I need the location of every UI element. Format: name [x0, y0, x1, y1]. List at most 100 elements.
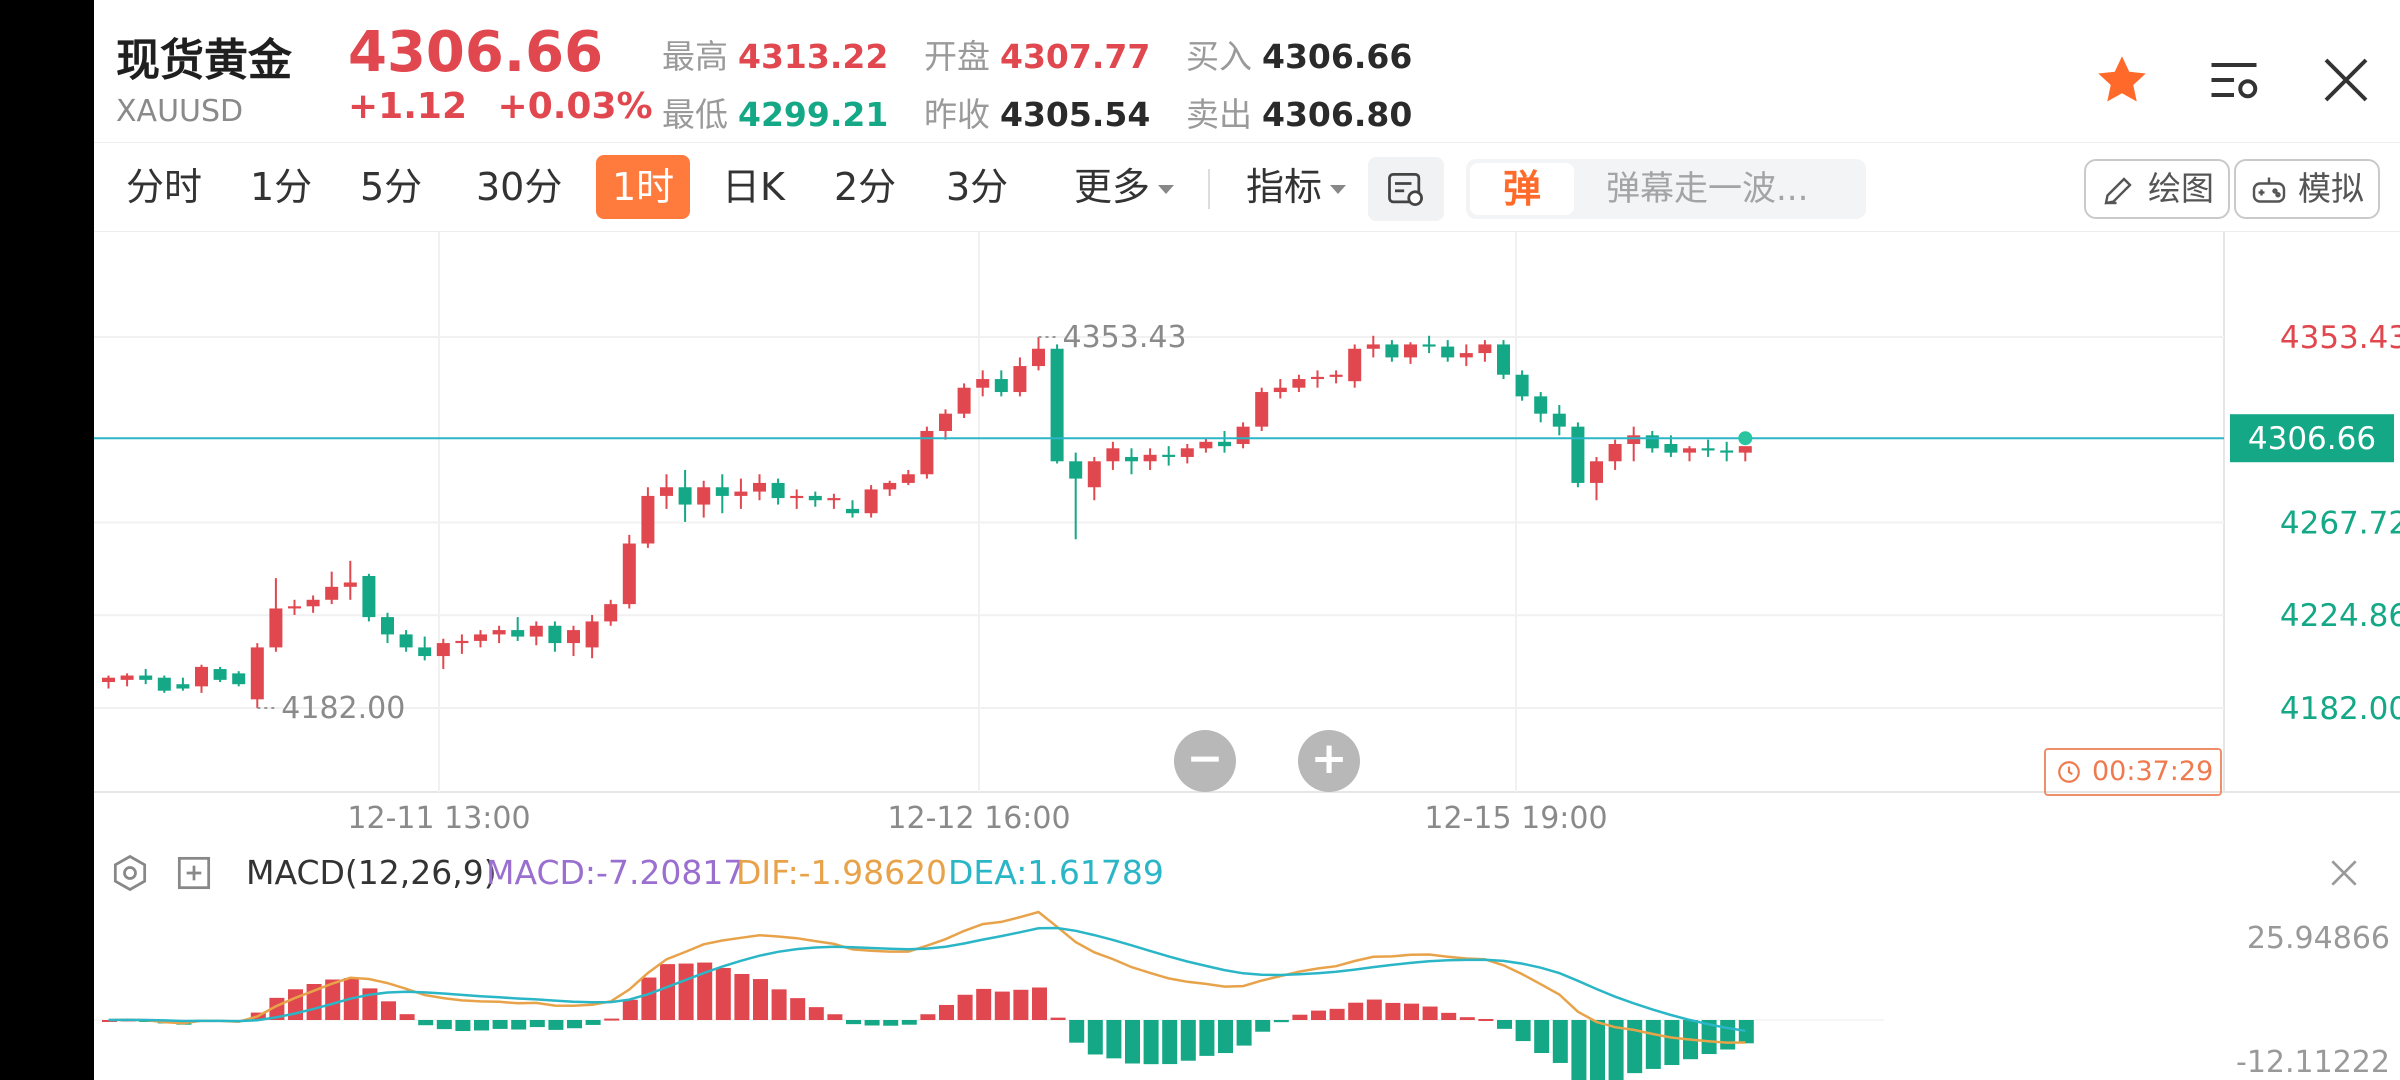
macd-histogram-bar: [1366, 999, 1382, 1020]
close-icon[interactable]: [2316, 50, 2376, 110]
macd-histogram-bar: [1125, 1020, 1140, 1064]
candle-body: [1069, 461, 1083, 479]
danmu-input[interactable]: 弹 弹幕走一波...: [1466, 159, 1866, 219]
macd-histogram-bar: [901, 1020, 917, 1025]
candle-body: [1162, 454, 1176, 457]
tab-more-label: 更多: [1074, 165, 1151, 209]
add-indicator-icon[interactable]: [172, 845, 216, 912]
macd-histogram-bar: [1497, 1020, 1512, 1029]
change-value: +1.12: [348, 86, 467, 127]
macd-histogram-bar: [1255, 1020, 1271, 1032]
macd-histogram-bar: [455, 1020, 471, 1032]
draw-button[interactable]: 绘图: [2084, 159, 2230, 219]
instrument-code: XAUUSD: [116, 94, 244, 129]
candle-body: [1571, 426, 1585, 483]
macd-histogram-bar: [1143, 1020, 1159, 1065]
macd-histogram-bar: [1236, 1020, 1252, 1046]
candle-body: [1720, 450, 1734, 453]
danmu-badge[interactable]: 弹: [1470, 163, 1574, 215]
price-chart[interactable]: 4353.43 4267.72 4224.86 4182.00 12-11 13:00 1…: [94, 232, 2400, 1080]
macd-histogram-bar: [957, 994, 973, 1020]
candle-body: [399, 634, 413, 648]
macd-histogram-bar: [734, 973, 750, 1020]
macd-value: MACD:-7.20817: [486, 853, 745, 892]
candle-body: [381, 617, 394, 635]
candle-body: [1534, 396, 1548, 414]
candle-body: [1478, 344, 1492, 354]
list-settings-icon[interactable]: [2204, 50, 2264, 110]
y-tick-label: 4182.00: [2280, 691, 2400, 727]
dif-value: DIF:-1.98620: [736, 853, 948, 892]
tab-1hour[interactable]: 1时: [596, 155, 691, 219]
macd-histogram-bar: [920, 1014, 936, 1020]
candle-body: [697, 487, 711, 505]
macd-histogram-bar: [790, 998, 806, 1020]
macd-histogram-bar: [1311, 1010, 1326, 1020]
tab-5min[interactable]: 5分: [360, 165, 423, 209]
simulate-button[interactable]: 模拟: [2234, 159, 2380, 219]
macd-histogram-bar: [1273, 1020, 1289, 1023]
draw-label: 绘图: [2148, 169, 2214, 208]
star-icon[interactable]: [2092, 50, 2152, 110]
candle-body: [102, 677, 115, 683]
macd-scale-max: 25.94866: [2247, 921, 2390, 956]
settings-hex-icon[interactable]: [108, 845, 152, 912]
dea-value: DEA:1.61789: [948, 853, 1164, 892]
macd-histogram-bar: [399, 1014, 415, 1020]
current-price: 4306.66: [348, 20, 604, 85]
tab-1min[interactable]: 1分: [250, 165, 313, 209]
macd-histogram-bar: [678, 963, 694, 1020]
low-marker-label: 4182.00: [281, 691, 405, 726]
tab-2min[interactable]: 2分: [834, 165, 897, 209]
macd-histogram-bar: [1645, 1020, 1661, 1069]
candle-body: [1180, 448, 1194, 457]
tab-timeshare[interactable]: 分时: [126, 165, 203, 209]
macd-histogram-bar: [1292, 1014, 1308, 1020]
x-tick-label: 12-15 19:00: [1424, 801, 1607, 836]
chart-settings-button[interactable]: [1368, 157, 1444, 221]
macd-histogram-bar: [474, 1020, 489, 1031]
macd-histogram-bar: [325, 979, 341, 1020]
candle-body: [176, 684, 190, 689]
macd-histogram-bar: [715, 967, 731, 1020]
candle-body: [715, 487, 729, 496]
macd-histogram-bar: [1590, 1020, 1605, 1080]
candle-body: [901, 474, 915, 483]
macd-histogram-bar: [1162, 1020, 1178, 1065]
macd-histogram-bar: [1199, 1020, 1215, 1056]
candle-body: [1404, 344, 1417, 358]
macd-histogram-bar: [1218, 1020, 1233, 1054]
candle-body: [195, 666, 208, 687]
current-price-tag: [2230, 414, 2394, 463]
macd-histogram-bar: [864, 1020, 880, 1026]
tab-3min[interactable]: 3分: [946, 165, 1009, 209]
macd-histogram-bar: [1348, 1002, 1364, 1020]
macd-histogram-bar: [939, 1004, 954, 1020]
zoom-out-button[interactable]: −: [1174, 730, 1236, 792]
candle-body: [213, 669, 227, 680]
macd-histogram-bar: [511, 1020, 527, 1030]
candle-body: [269, 608, 283, 648]
dea-line: [108, 926, 1746, 1033]
candle-body: [306, 599, 320, 607]
zoom-in-button[interactable]: +: [1298, 730, 1360, 792]
tab-more[interactable]: 更多: [1058, 155, 1190, 219]
candle-body: [864, 489, 878, 514]
candle-body: [157, 677, 171, 691]
chevron-down-icon: [1330, 185, 1347, 194]
macd-histogram-bar: [1087, 1020, 1103, 1055]
indicator-dropdown[interactable]: 指标: [1230, 155, 1362, 219]
macd-histogram-bar: [976, 988, 992, 1020]
last-price-dot: [1738, 431, 1753, 446]
macd-histogram-bar: [1404, 1003, 1419, 1020]
candle-body: [994, 379, 1008, 393]
macd-histogram-bar: [827, 1014, 843, 1020]
tab-daily[interactable]: 日K: [722, 165, 785, 209]
high-marker-label: 4353.43: [1063, 320, 1187, 355]
candle-body: [455, 640, 469, 644]
close-macd-icon[interactable]: [2324, 845, 2364, 910]
candle-body: [1311, 376, 1324, 380]
tab-30min[interactable]: 30分: [476, 165, 563, 209]
y-tick-label: 4353.43: [2280, 320, 2400, 356]
macd-histogram-bar: [1701, 1020, 1717, 1055]
